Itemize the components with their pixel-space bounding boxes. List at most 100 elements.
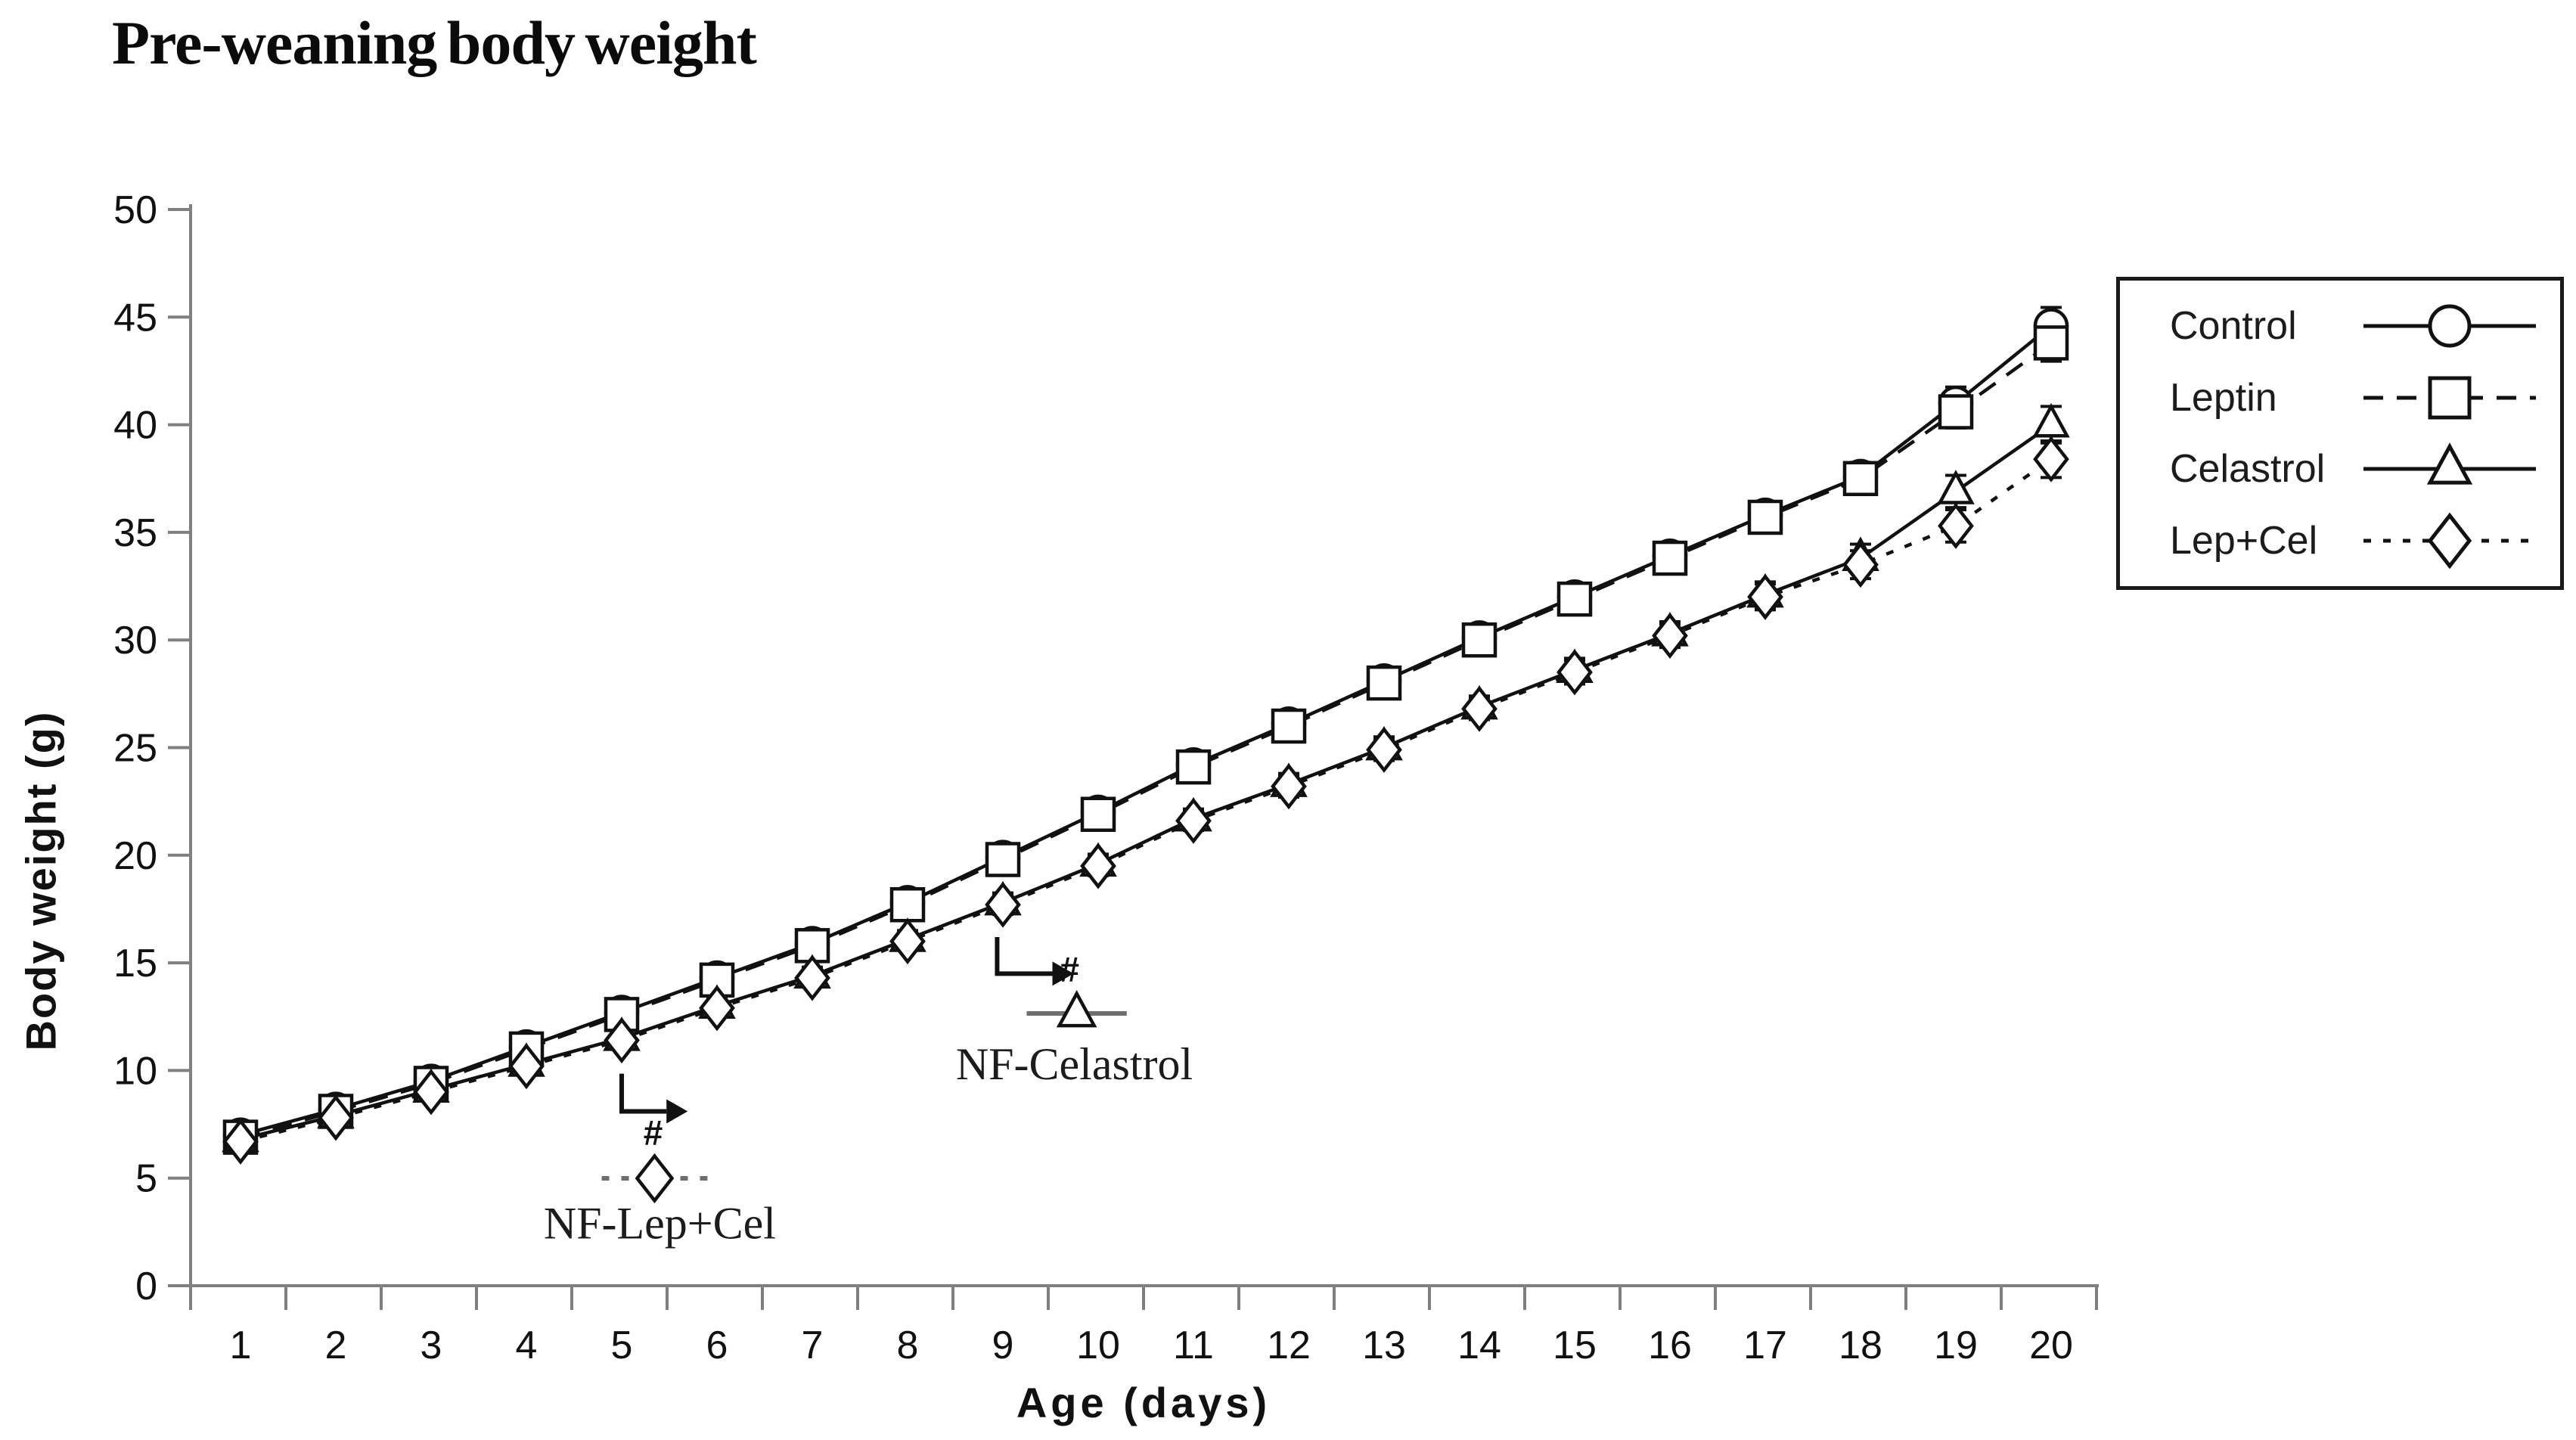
x-axis-ticks: 1 2 3 4 5 6 7 8 9 10 11 12 13 14 15 16 17 18 19 20 <box>189 1286 2098 1367</box>
series-markers-leptin <box>222 325 2069 1155</box>
diamond-marker <box>2427 512 2472 569</box>
square-marker <box>1747 499 1783 535</box>
elbow-arrow-icon <box>619 1073 667 1114</box>
x-tick-label: 19 <box>1934 1324 1978 1367</box>
significance-symbol: # <box>644 1113 663 1153</box>
x-tick-label: 3 <box>421 1324 442 1367</box>
square-marker <box>985 842 1021 877</box>
series-line <box>240 324 2053 1137</box>
diamond-marker <box>1366 726 1402 773</box>
square-marker <box>2033 325 2069 361</box>
circle-marker <box>2428 304 2472 348</box>
legend-label: Lep+Cel <box>2170 518 2318 563</box>
x-tick-label: 13 <box>1362 1324 1406 1367</box>
y-tick-label: 5 <box>135 1157 157 1201</box>
y-tick-label: 35 <box>113 511 157 555</box>
legend-label: Celastrol <box>2170 447 2326 492</box>
series-celastrol <box>230 405 2062 1148</box>
chart-title: Pre-weaning body weight <box>112 8 757 77</box>
x-tick-label: 15 <box>1553 1324 1597 1367</box>
annotation-label: NF-Lep+Cel <box>544 1198 776 1248</box>
square-marker <box>2428 376 2472 420</box>
x-tick-label: 5 <box>611 1324 633 1367</box>
arrowhead-icon <box>1052 961 1074 986</box>
x-tick-label: 10 <box>1076 1324 1120 1367</box>
diamond-marker <box>1652 612 1688 659</box>
x-tick-label: 11 <box>1173 1324 1214 1367</box>
diamond-marker <box>1175 797 1212 844</box>
diamond-marker <box>222 1118 259 1165</box>
legend-item-celastrol: Celastrol <box>2120 439 2560 499</box>
series-control <box>230 306 2062 1144</box>
x-tick-label: 18 <box>1839 1324 1882 1367</box>
diamond-marker <box>413 1069 449 1116</box>
x-tick-label: 6 <box>706 1324 728 1367</box>
legend-label: Leptin <box>2170 375 2277 420</box>
square-marker <box>1652 540 1688 576</box>
annotation-nf-celastrol: # NF-Celastrol <box>956 936 1193 1089</box>
square-marker <box>1271 708 1307 744</box>
diamond-marker <box>2033 436 2069 483</box>
square-marker <box>1175 749 1212 785</box>
legend-box: Control Leptin Celastrol Lep+Cel <box>2116 277 2564 590</box>
diamond-marker <box>508 1043 545 1090</box>
legend-label: Control <box>2170 304 2297 349</box>
x-tick-label: 8 <box>897 1324 919 1367</box>
y-tick-label: 45 <box>113 296 157 340</box>
arrowhead-icon <box>666 1099 688 1124</box>
y-axis-ticks: 0 5 10 15 20 25 30 35 40 45 50 <box>113 188 191 1308</box>
y-tick-label: 50 <box>113 188 157 232</box>
diamond-marker <box>889 918 926 965</box>
series-markers-lep-cel <box>222 436 2069 1165</box>
square-marker <box>1938 394 1974 430</box>
triangle-marker <box>1056 990 1097 1028</box>
y-tick-label: 25 <box>113 727 157 771</box>
diamond-marker <box>1556 649 1593 696</box>
x-tick-label: 9 <box>992 1324 1014 1367</box>
y-tick-label: 20 <box>113 834 157 878</box>
diamond-marker <box>318 1094 354 1141</box>
x-tick-label: 14 <box>1457 1324 1501 1367</box>
x-tick-label: 2 <box>325 1324 347 1367</box>
diamond-marker <box>635 1153 675 1204</box>
square-marker <box>1556 581 1593 617</box>
axes <box>189 204 2099 1287</box>
x-tick-label: 4 <box>516 1324 538 1367</box>
square-marker <box>1842 461 1879 496</box>
square-marker <box>1461 622 1497 658</box>
annotation-label: NF-Celastrol <box>956 1039 1193 1089</box>
y-tick-label: 40 <box>113 404 157 448</box>
triangle-marker <box>2032 402 2070 438</box>
legend-sample-leptin <box>2359 368 2540 428</box>
diamond-marker <box>699 985 735 1032</box>
diamond-marker <box>1080 843 1116 889</box>
x-tick-label: 12 <box>1267 1324 1311 1367</box>
diamond-marker <box>794 954 830 1001</box>
diamond-marker <box>1747 573 1783 620</box>
series-leptin <box>230 323 2062 1146</box>
legend-item-control: Control <box>2120 296 2560 356</box>
elbow-arrow-icon <box>995 936 1053 976</box>
y-tick-label: 30 <box>113 619 157 663</box>
y-tick-label: 15 <box>113 942 157 985</box>
diamond-marker <box>985 881 1021 928</box>
diamond-marker <box>604 1017 640 1064</box>
y-tick-label: 0 <box>135 1265 157 1308</box>
x-tick-label: 16 <box>1648 1324 1692 1367</box>
triangle-marker <box>2426 442 2473 485</box>
x-axis-title: Age (days) <box>1016 1379 1271 1426</box>
legend-sample-lepcel <box>2359 511 2540 571</box>
diamond-marker <box>1461 685 1497 732</box>
x-tick-label: 7 <box>802 1324 824 1367</box>
diamond-marker <box>1842 542 1879 588</box>
x-tick-label: 1 <box>230 1324 252 1367</box>
y-tick-label: 10 <box>113 1049 157 1093</box>
annotation-nf-lep-cel: # NF-Lep+Cel <box>544 1073 776 1248</box>
y-axis-title: Body weight (g) <box>17 710 65 1051</box>
diamond-marker <box>1938 502 1974 549</box>
series-markers-control <box>222 308 2069 1153</box>
legend-item-leptin: Leptin <box>2120 368 2560 428</box>
square-marker <box>1366 665 1402 701</box>
x-tick-label: 20 <box>2029 1324 2073 1367</box>
